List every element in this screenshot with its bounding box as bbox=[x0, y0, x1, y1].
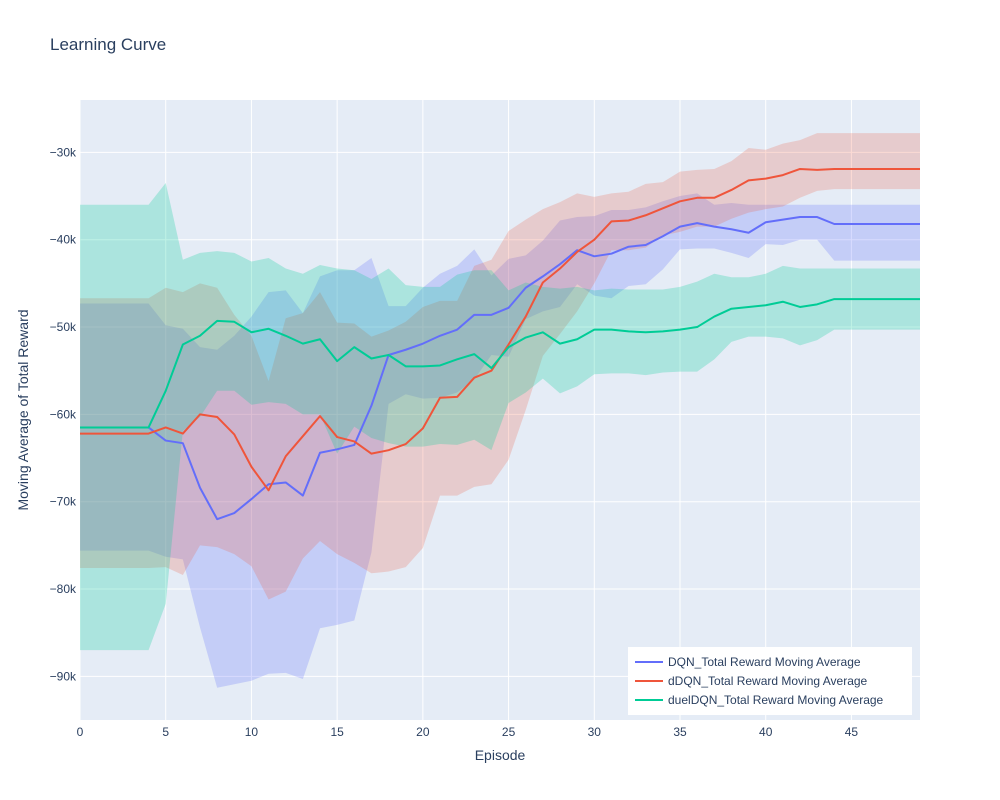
legend-item-3[interactable]: duelDQN_Total Reward Moving Average bbox=[635, 693, 884, 707]
legend-item-1[interactable]: DQN_Total Reward Moving Average bbox=[635, 655, 861, 669]
x-tick-label: 20 bbox=[416, 725, 430, 739]
legend[interactable]: DQN_Total Reward Moving Average dDQN_Tota… bbox=[628, 647, 912, 715]
y-tick-label: −70k bbox=[50, 495, 77, 509]
band-series-2 bbox=[80, 133, 920, 600]
x-tick-label: 25 bbox=[502, 725, 516, 739]
band-series-3 bbox=[80, 182, 920, 651]
y-tick-label: −90k bbox=[50, 669, 77, 683]
y-tick-label: −60k bbox=[50, 407, 77, 421]
x-axis-title: Episode bbox=[475, 747, 526, 763]
x-axis-ticks: 0 5 10 15 20 25 30 35 40 45 bbox=[77, 725, 859, 739]
legend-item-2[interactable]: dDQN_Total Reward Moving Average bbox=[635, 674, 868, 688]
confidence-bands bbox=[80, 133, 920, 688]
series-lines bbox=[80, 167, 920, 521]
x-tick-label: 40 bbox=[759, 725, 773, 739]
x-tick-label: 35 bbox=[673, 725, 687, 739]
y-axis-ticks: −90k −80k −70k −60k −50k −40k −30k bbox=[50, 145, 77, 683]
band-series-1 bbox=[80, 193, 920, 688]
y-axis-title: Moving Average of Total Reward bbox=[15, 309, 31, 510]
x-tick-label: 45 bbox=[845, 725, 859, 739]
x-tick-label: 5 bbox=[162, 725, 169, 739]
y-tick-label: −50k bbox=[50, 320, 77, 334]
x-tick-label: 0 bbox=[77, 725, 84, 739]
legend-label: DQN_Total Reward Moving Average bbox=[668, 655, 861, 669]
chart-title: Learning Curve bbox=[50, 35, 166, 54]
line-series-1 bbox=[80, 216, 920, 521]
legend-box bbox=[628, 647, 912, 715]
legend-label: duelDQN_Total Reward Moving Average bbox=[668, 693, 884, 707]
x-tick-label: 15 bbox=[330, 725, 344, 739]
line-series-3 bbox=[80, 298, 920, 429]
plot-background bbox=[80, 100, 920, 720]
y-tick-label: −80k bbox=[50, 582, 77, 596]
x-tick-label: 10 bbox=[245, 725, 259, 739]
legend-label: dDQN_Total Reward Moving Average bbox=[668, 674, 868, 688]
y-tick-label: −40k bbox=[50, 233, 77, 247]
x-tick-label: 30 bbox=[588, 725, 602, 739]
y-tick-label: −30k bbox=[50, 145, 77, 159]
